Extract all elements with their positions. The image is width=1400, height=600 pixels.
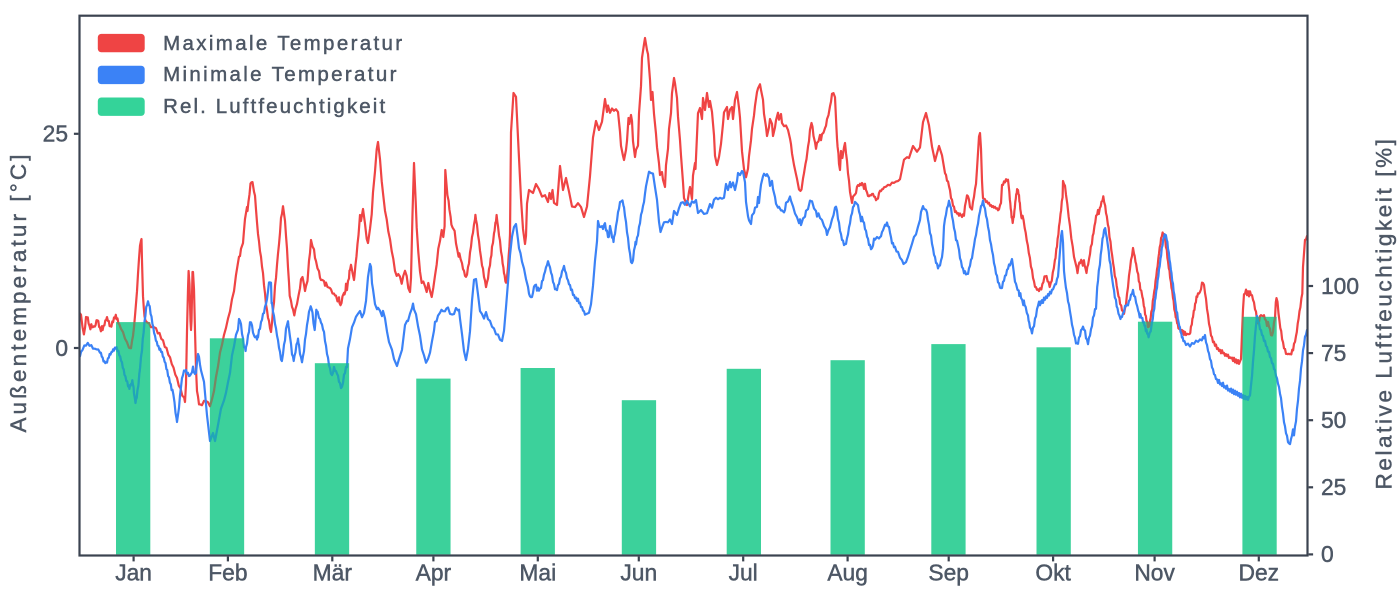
svg-text:Mai: Mai bbox=[519, 560, 556, 586]
svg-text:Maximale Temperatur: Maximale Temperatur bbox=[163, 32, 404, 55]
svg-text:0: 0 bbox=[55, 335, 68, 361]
svg-text:100: 100 bbox=[1321, 273, 1359, 299]
svg-text:Apr: Apr bbox=[416, 560, 452, 586]
svg-text:Sep: Sep bbox=[928, 560, 969, 586]
svg-text:75: 75 bbox=[1321, 340, 1346, 366]
svg-text:Okt: Okt bbox=[1035, 560, 1071, 586]
svg-text:Mär: Mär bbox=[313, 560, 353, 586]
svg-text:50: 50 bbox=[1321, 407, 1346, 433]
svg-text:Nov: Nov bbox=[1134, 560, 1175, 586]
svg-text:Feb: Feb bbox=[208, 560, 247, 586]
svg-text:Dez: Dez bbox=[1239, 560, 1280, 586]
svg-text:Relative Luftfeuchtigkeit [%]: Relative Luftfeuchtigkeit [%] bbox=[1372, 136, 1397, 489]
svg-text:Aug: Aug bbox=[827, 560, 868, 586]
svg-text:Außentemperatur [°C]: Außentemperatur [°C] bbox=[6, 151, 31, 432]
svg-text:25: 25 bbox=[1321, 474, 1346, 500]
svg-text:0: 0 bbox=[1321, 541, 1334, 567]
svg-text:25: 25 bbox=[43, 121, 68, 147]
svg-text:Jul: Jul bbox=[729, 560, 758, 586]
svg-text:Rel. Luftfeuchtigkeit: Rel. Luftfeuchtigkeit bbox=[163, 95, 387, 118]
svg-text:Jan: Jan bbox=[115, 560, 152, 586]
svg-text:Minimale Temperatur: Minimale Temperatur bbox=[163, 63, 399, 86]
svg-text:Jun: Jun bbox=[620, 560, 657, 586]
